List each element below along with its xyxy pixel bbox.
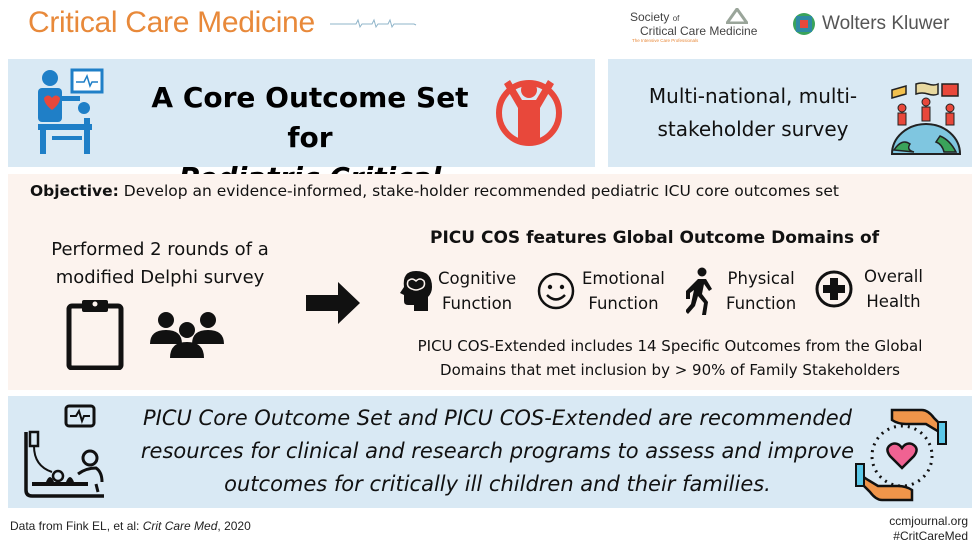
- objective-statement: Objective: Develop an evidence-informed,…: [30, 182, 839, 200]
- domain-label-line1: Overall: [864, 267, 923, 286]
- main-panel: [8, 174, 972, 390]
- clipboard-icon: [66, 300, 124, 370]
- extended-line2: Domains that met inclusion by > 90% of F…: [440, 361, 900, 379]
- survey-line2: stakeholder survey: [657, 117, 849, 141]
- conclusion-statement: PICU Core Outcome Set and PICU COS-Exten…: [120, 402, 875, 501]
- journal-contact: ccmjournal.org #CritCareMed: [889, 514, 968, 544]
- citation-suffix: , 2020: [217, 519, 251, 533]
- domain-cognitive: Cognitive Function: [398, 266, 516, 316]
- medical-cross-icon: [815, 270, 853, 308]
- wolters-kluwer-globe-icon: [793, 13, 815, 35]
- sccm-triangle-icon: [726, 8, 748, 24]
- conclusion-line1: PICU Core Outcome Set and PICU COS-Exten…: [142, 406, 853, 430]
- ecg-line-icon: [330, 18, 417, 29]
- doctor-patient-monitor-icon: [38, 68, 104, 154]
- brain-head-icon: [400, 271, 432, 311]
- extended-line1: PICU COS-Extended includes 14 Specific O…: [417, 337, 923, 355]
- sccm-of: of: [672, 14, 680, 23]
- conclusion-line2: resources for clinical and research prog…: [140, 439, 855, 463]
- child-charity-logo-icon: [496, 80, 562, 146]
- objective-label: Objective:: [30, 182, 119, 200]
- title-line1: A Core Outcome Set for: [151, 81, 469, 154]
- domain-label-line2: Function: [441, 294, 513, 313]
- method-line1: Performed 2 rounds of a: [51, 239, 269, 260]
- wolters-kluwer-logo: Wolters Kluwer: [792, 12, 949, 36]
- journal-logo: Critical Care Medicine: [28, 6, 315, 39]
- conclusion-panel: [8, 396, 972, 508]
- icu-bed-patient-icon: [24, 404, 104, 498]
- hashtag: #CritCareMed: [893, 529, 968, 543]
- domain-physical: Physical Function: [686, 266, 796, 316]
- method-description: Performed 2 rounds of a modified Delphi …: [30, 236, 290, 292]
- sccm-tagline: The Intensive Care Professionals: [632, 38, 699, 43]
- domain-label-line2: Health: [866, 292, 921, 311]
- sccm-line1: Society: [630, 10, 670, 24]
- domain-label-line1: Cognitive: [438, 269, 517, 288]
- right-arrow-icon: [306, 282, 360, 324]
- group-people-icon: [150, 312, 224, 358]
- domain-emotional: Emotional Function: [536, 266, 665, 316]
- smiley-face-icon: [537, 272, 575, 310]
- conclusion-line3: outcomes for critically ill children and…: [224, 472, 771, 496]
- sccm-line2: Critical Care Medicine: [640, 24, 758, 38]
- sccm-logo: Society of Critical Care Medicine The In…: [630, 10, 757, 43]
- domain-label-line2: Function: [726, 294, 797, 313]
- citation: Data from Fink EL, et al: Crit Care Med,…: [10, 519, 251, 533]
- citation-journal: Crit Care Med: [142, 519, 218, 533]
- survey-description: Multi-national, multi- stakeholder surve…: [620, 80, 886, 146]
- domain-label-line2: Function: [588, 294, 659, 313]
- objective-text: Develop an evidence-informed, stake-hold…: [123, 182, 839, 200]
- publisher-name: Wolters Kluwer: [822, 13, 950, 34]
- domain-label-line1: Emotional: [582, 269, 665, 288]
- hands-heart-icon: [855, 408, 947, 502]
- domains-heading: PICU COS features Global Outcome Domains…: [430, 228, 880, 248]
- globe-people-flags-icon: [890, 82, 962, 155]
- citation-prefix: Data from Fink EL, et al:: [10, 519, 143, 533]
- website-link[interactable]: ccmjournal.org: [889, 514, 968, 528]
- method-line2: modified Delphi survey: [55, 267, 265, 288]
- survey-line1: Multi-national, multi-: [648, 84, 858, 108]
- extended-description: PICU COS-Extended includes 14 Specific O…: [385, 334, 955, 382]
- domain-label-line1: Physical: [727, 269, 795, 288]
- domain-overall-health: Overall Health: [814, 264, 923, 314]
- walking-person-icon: [686, 267, 712, 315]
